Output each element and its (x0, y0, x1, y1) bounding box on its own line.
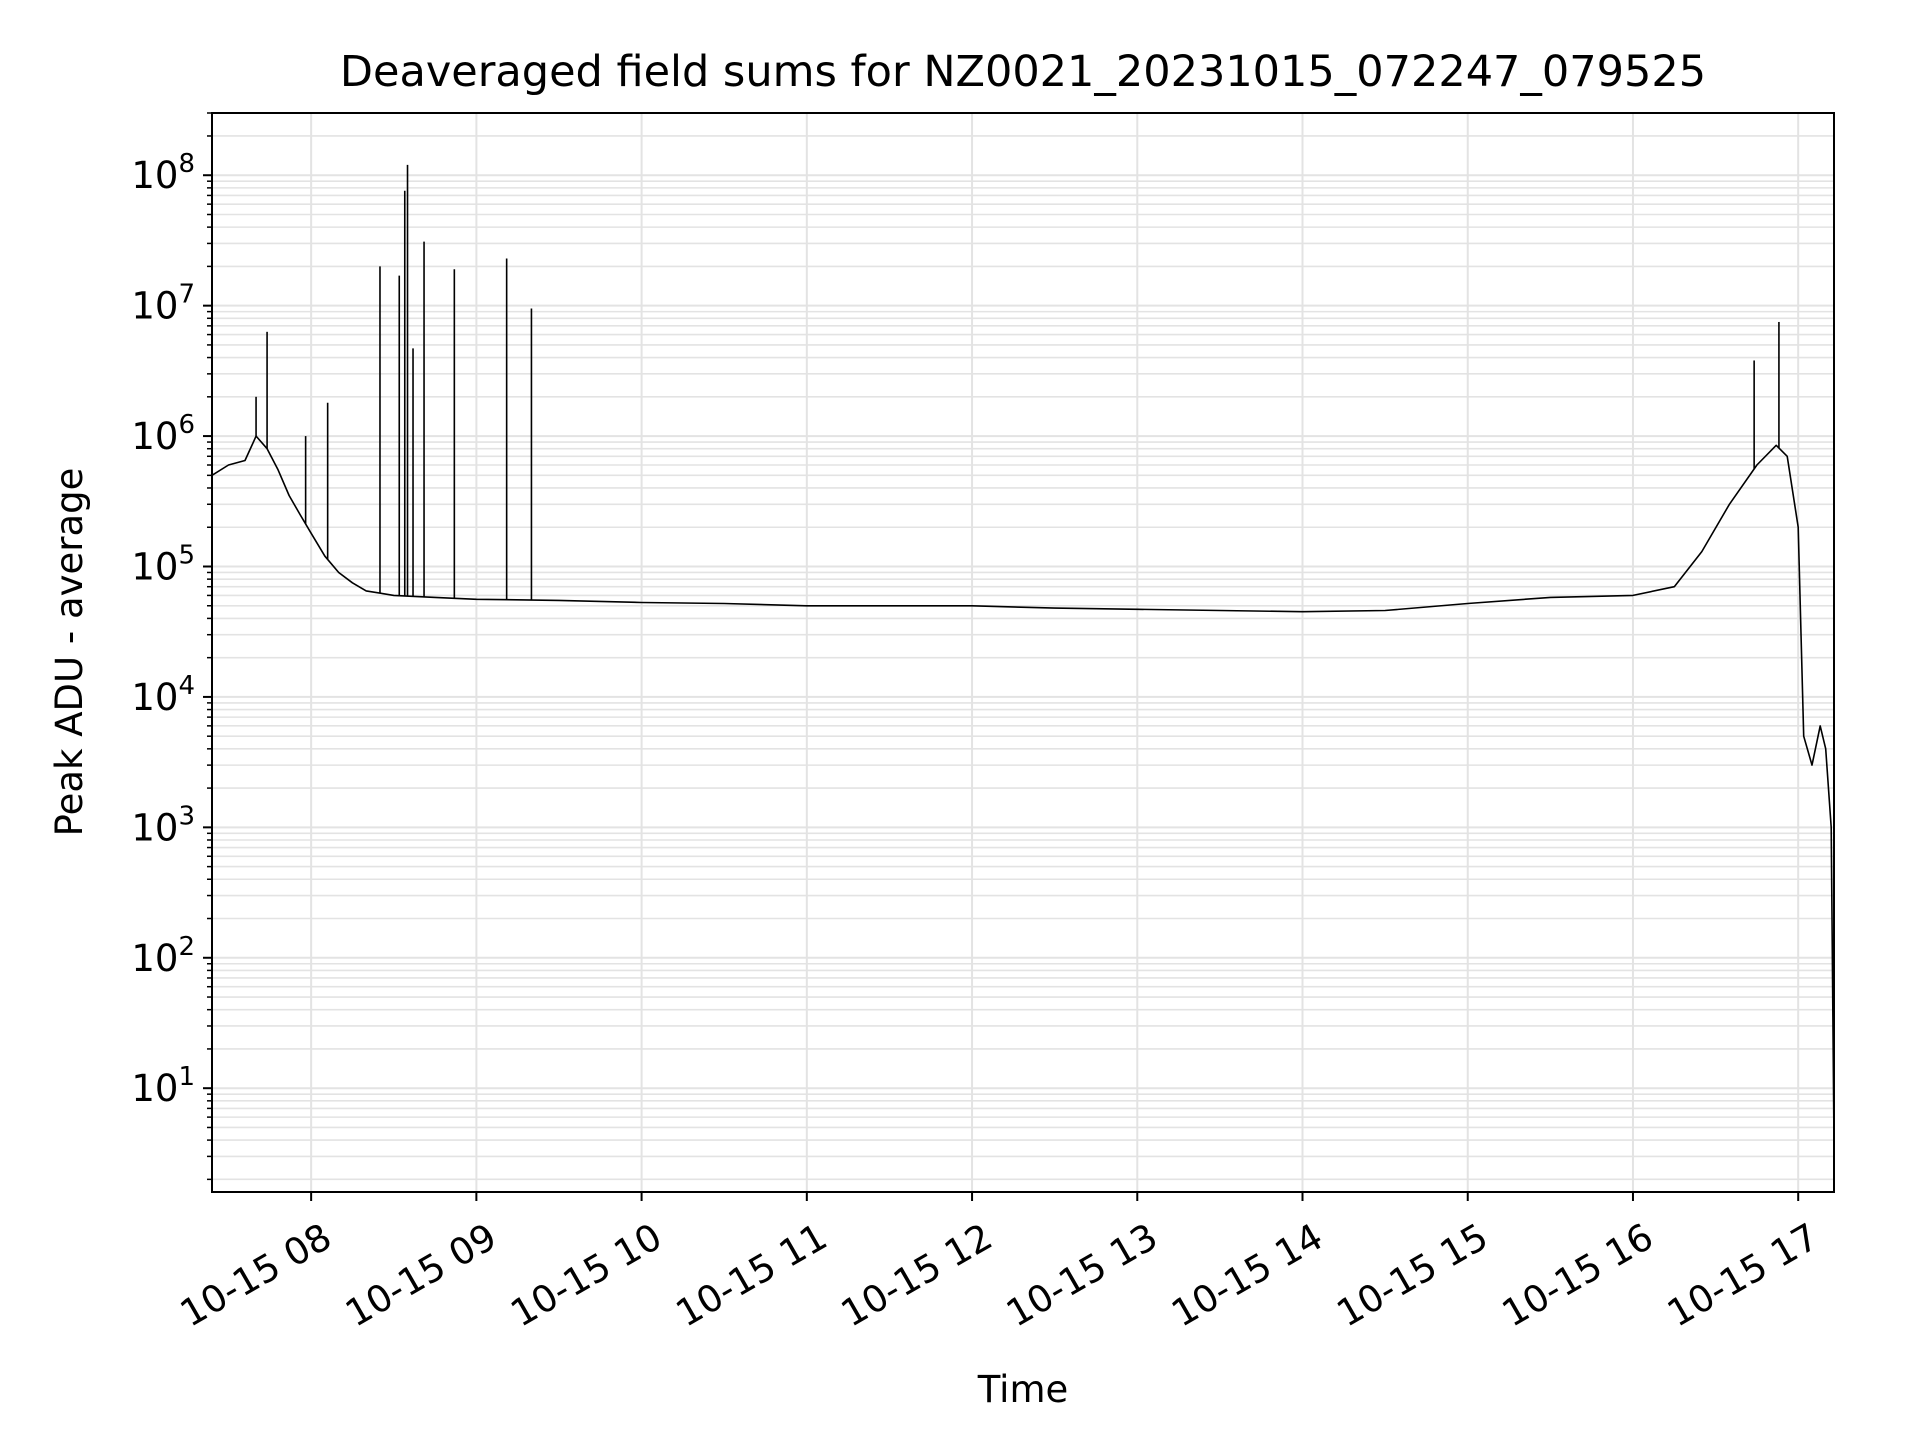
y-tick-label: 106 (131, 410, 195, 458)
y-tick-label: 101 (131, 1062, 195, 1110)
grid (212, 112, 1834, 1192)
x-axis-label: Time (977, 1368, 1069, 1411)
y-tick-label: 103 (131, 801, 195, 849)
y-axis-label: Peak ADU - average (48, 468, 91, 837)
series-line (212, 435, 1834, 1144)
y-tick-label: 104 (131, 671, 195, 719)
chart-title: Deaveraged field sums for NZ0021_2023101… (340, 47, 1706, 97)
y-tick-label: 105 (131, 541, 195, 589)
y-tick-label: 107 (131, 280, 195, 328)
y-tick-label: 102 (131, 932, 195, 980)
plot-area (212, 164, 1834, 1144)
y-tick-label: 108 (131, 149, 195, 197)
axes-frame (211, 112, 1835, 1193)
